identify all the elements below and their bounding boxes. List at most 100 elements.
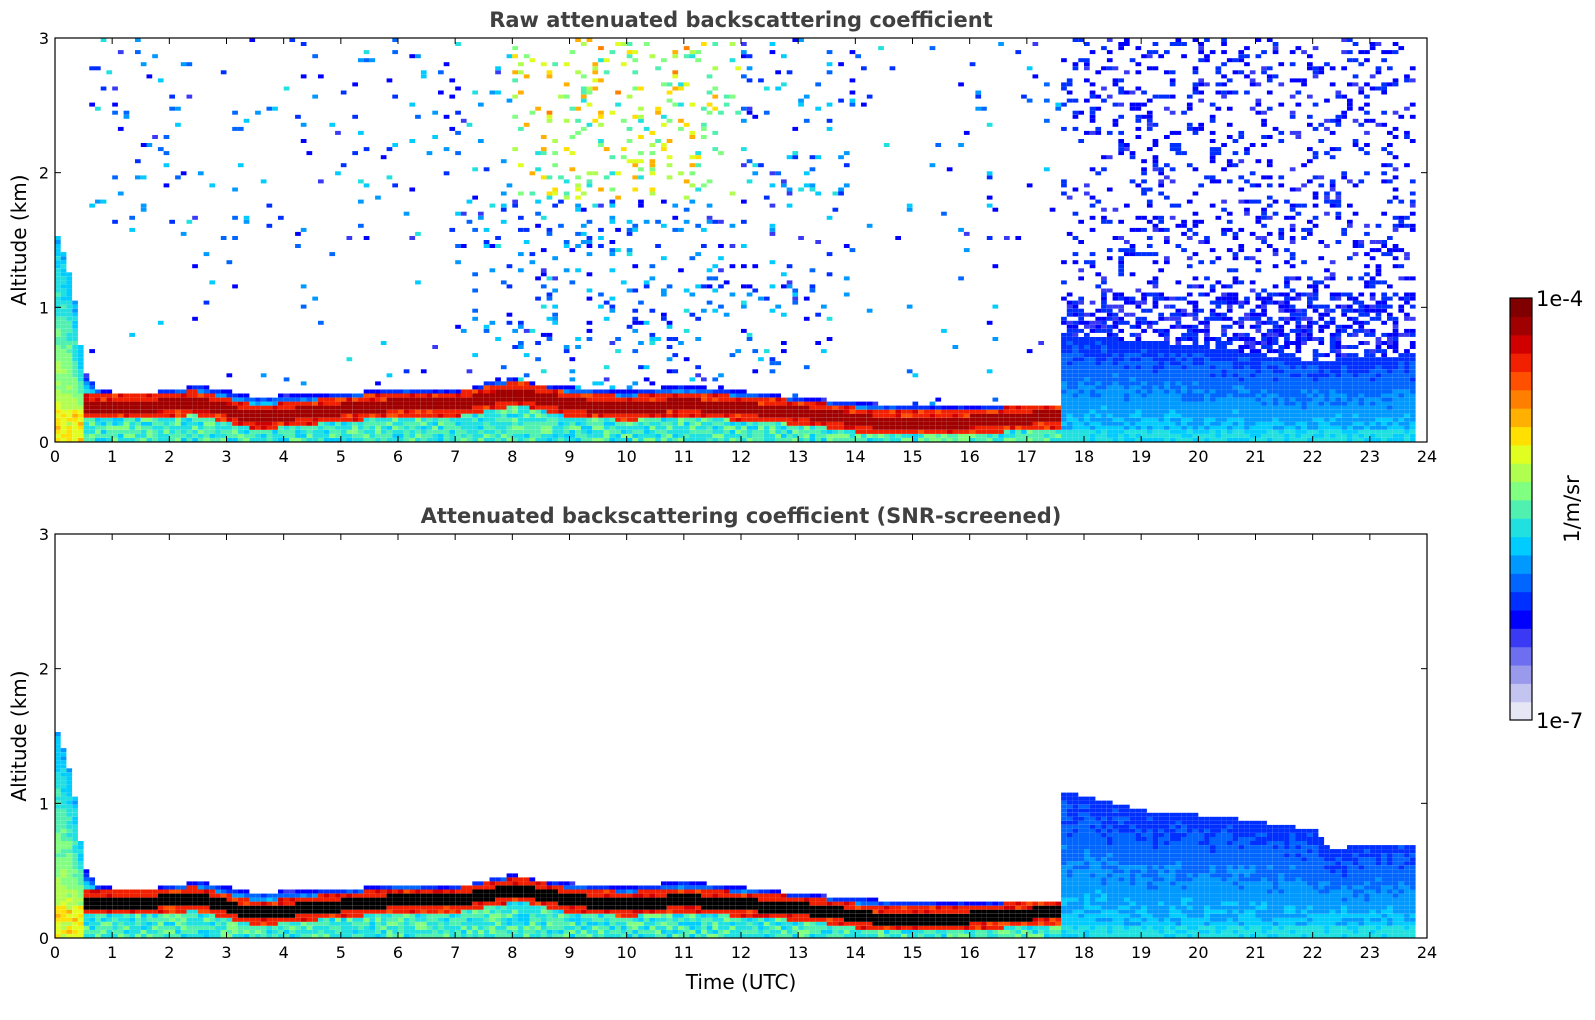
colorbar-step — [1510, 591, 1532, 611]
x-tick-label: 9 — [564, 943, 574, 962]
x-tick-label: 22 — [1302, 447, 1322, 466]
x-tick-label: 10 — [616, 943, 636, 962]
panel-2-x-axis: 0 1 2 3 4 5 6 7 8 9 10 11 12 13 14 15 16 17 18 19 20 21 22 23 24 — [50, 534, 1437, 962]
colorbar-step — [1510, 371, 1532, 391]
x-tick-label: 13 — [788, 447, 808, 466]
x-tick-label: 0 — [50, 447, 60, 466]
x-tick-label: 24 — [1417, 447, 1437, 466]
x-tick-label: 16 — [959, 447, 979, 466]
x-tick-label: 2 — [164, 943, 174, 962]
colorbar-step — [1510, 573, 1532, 593]
panel-1-y-axis: 0 1 2 3 — [39, 29, 1427, 452]
x-tick-label: 15 — [902, 943, 922, 962]
panel-1: Raw attenuated backscattering coefficien… — [7, 8, 1437, 466]
x-tick-label: 14 — [845, 943, 865, 962]
x-tick-label: 6 — [393, 447, 403, 466]
panel-2-heatmap — [55, 732, 1416, 938]
x-tick-label: 13 — [788, 943, 808, 962]
x-tick-label: 7 — [450, 447, 460, 466]
colorbar-step — [1510, 628, 1532, 648]
x-tick-label: 0 — [50, 943, 60, 962]
colorbar-min-label: 1e-7 — [1536, 709, 1583, 733]
x-tick-label: 22 — [1302, 943, 1322, 962]
y-tick-label: 2 — [39, 164, 49, 183]
panel-1-x-axis: 0 1 2 3 4 5 6 7 8 9 10 11 12 13 14 15 16 17 18 19 20 21 22 23 24 — [50, 38, 1437, 466]
colorbar-step — [1510, 353, 1532, 372]
panel-2-y-axis: 0 1 2 3 — [39, 525, 1427, 948]
x-tick-label: 19 — [1131, 943, 1151, 962]
x-tick-label: 8 — [507, 943, 517, 962]
x-tick-label: 15 — [902, 447, 922, 466]
x-tick-label: 3 — [221, 447, 231, 466]
x-tick-label: 21 — [1245, 943, 1265, 962]
x-tick-label: 3 — [221, 943, 231, 962]
colorbar-step — [1510, 334, 1532, 354]
panel-2-y-label: Altitude (km) — [7, 670, 31, 801]
colorbar-step — [1510, 426, 1532, 446]
colorbar-step — [1510, 646, 1532, 666]
y-tick-label: 1 — [39, 794, 49, 813]
y-tick-label: 3 — [39, 525, 49, 544]
x-tick-label: 18 — [1074, 447, 1094, 466]
panel-2-x-label: Time (UTC) — [685, 970, 797, 994]
panel-1-title: Raw attenuated backscattering coefficien… — [489, 8, 993, 32]
panel-2: Attenuated backscattering coefficient (S… — [7, 504, 1437, 994]
x-tick-label: 1 — [107, 943, 117, 962]
x-tick-label: 8 — [507, 447, 517, 466]
x-tick-label: 11 — [674, 447, 694, 466]
colorbar-step — [1510, 444, 1532, 464]
panel-1-y-label: Altitude (km) — [7, 174, 31, 305]
colorbar-step — [1510, 389, 1532, 409]
colorbar: 1e-4 1e-7 1/m/sr — [1509, 287, 1584, 733]
colorbar-step — [1510, 554, 1532, 574]
colorbar-step — [1510, 609, 1532, 629]
x-tick-label: 24 — [1417, 943, 1437, 962]
x-tick-label: 6 — [393, 943, 403, 962]
x-tick-label: 20 — [1188, 943, 1208, 962]
colorbar-step — [1510, 481, 1532, 501]
colorbar-step — [1510, 298, 1532, 317]
x-tick-label: 23 — [1360, 447, 1380, 466]
colorbar-step — [1510, 664, 1532, 684]
x-tick-label: 4 — [279, 943, 289, 962]
x-tick-label: 9 — [564, 447, 574, 466]
x-tick-label: 10 — [616, 447, 636, 466]
panel-1-heatmap — [55, 38, 1416, 442]
x-tick-label: 14 — [845, 447, 865, 466]
x-tick-label: 18 — [1074, 943, 1094, 962]
x-tick-label: 16 — [959, 943, 979, 962]
colorbar-step — [1510, 316, 1532, 336]
x-tick-label: 1 — [107, 447, 117, 466]
colorbar-step — [1510, 463, 1532, 483]
colorbar-unit-label: 1/m/sr — [1560, 475, 1584, 543]
x-tick-label: 12 — [731, 943, 751, 962]
x-tick-label: 11 — [674, 943, 694, 962]
y-tick-label: 0 — [39, 433, 49, 452]
x-tick-label: 17 — [1017, 943, 1037, 962]
colorbar-step — [1510, 518, 1532, 538]
colorbar-step — [1510, 408, 1532, 428]
x-tick-label: 19 — [1131, 447, 1151, 466]
colorbar-step — [1510, 701, 1532, 721]
x-tick-label: 4 — [279, 447, 289, 466]
colorbar-step — [1510, 499, 1532, 519]
x-tick-label: 5 — [336, 943, 346, 962]
y-tick-label: 0 — [39, 929, 49, 948]
x-tick-label: 17 — [1017, 447, 1037, 466]
x-tick-label: 12 — [731, 447, 751, 466]
x-tick-label: 7 — [450, 943, 460, 962]
colorbar-step — [1510, 683, 1532, 703]
y-tick-label: 2 — [39, 660, 49, 679]
colorbar-step — [1510, 536, 1532, 556]
y-tick-label: 3 — [39, 29, 49, 48]
colorbar-frame — [1509, 297, 1533, 721]
panel-2-title: Attenuated backscattering coefficient (S… — [421, 504, 1062, 528]
colorbar-max-label: 1e-4 — [1536, 287, 1583, 311]
y-tick-label: 1 — [39, 298, 49, 317]
x-tick-label: 21 — [1245, 447, 1265, 466]
x-tick-label: 2 — [164, 447, 174, 466]
x-tick-label: 5 — [336, 447, 346, 466]
x-tick-label: 23 — [1360, 943, 1380, 962]
x-tick-label: 20 — [1188, 447, 1208, 466]
